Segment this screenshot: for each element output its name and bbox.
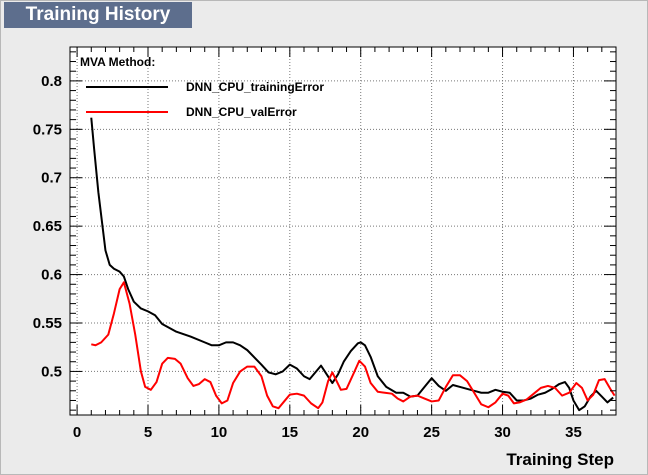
x-tick-label: 20 [352,424,369,441]
y-tick-label: 0.75 [33,121,62,138]
series-line-training-error [90,117,614,412]
legend-header: MVA Method: [80,55,155,69]
legend-label-training: DNN_CPU_trainingError [186,80,324,94]
y-tick-label: 0.7 [41,170,62,187]
plot-frame [69,46,617,416]
x-axis-title: Training Step [506,450,614,469]
series-layer [90,117,616,412]
plot-area [70,47,616,415]
y-tick-label: 0.6 [41,267,62,284]
chart-title: Training History [4,2,192,28]
legend-label-validation: DNN_CPU_valError [186,105,297,119]
y-tick-label: 0.55 [33,315,62,332]
x-tick-label: 35 [565,424,582,441]
x-tick-label: 10 [211,424,228,441]
y-tick-label: 0.65 [33,218,62,235]
x-tick-label: 0 [73,424,81,441]
x-tick-label: 30 [494,424,511,441]
y-tick-label: 0.8 [41,73,62,90]
x-tick-label: 25 [423,424,440,441]
tick-labels: 0 5 10 15 20 25 30 35 0.5 0.55 0.6 0.65 0.7 0.75 0.8 [33,73,582,441]
series-line-validation-error [91,281,616,410]
x-tick-label: 5 [144,424,152,441]
legend: MVA Method: DNN_CPU_trainingError DNN_CP… [80,55,324,119]
grid-lines [70,47,616,415]
x-tick-label: 15 [281,424,298,441]
y-tick-label: 0.5 [41,363,62,380]
axis-ticks [70,47,617,415]
